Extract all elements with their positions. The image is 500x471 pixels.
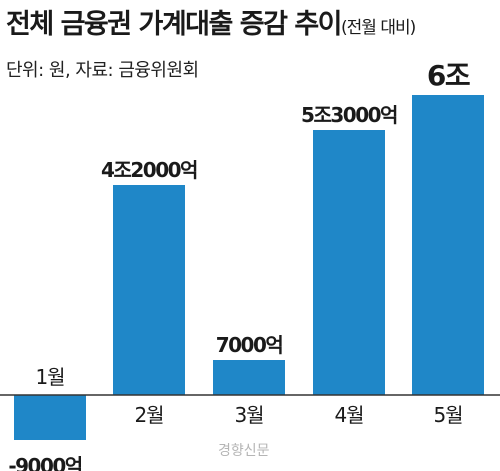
category-label: 1월 (35, 365, 64, 389)
category-label: 4월 (334, 403, 363, 427)
value-label: 5조3000억 (301, 103, 397, 127)
category-label: 2월 (134, 403, 163, 427)
category-label: 5월 (433, 403, 462, 427)
bar-5월 (412, 95, 484, 395)
publisher-watermark: 경향신문 (218, 443, 270, 459)
value-label: -9000억 (8, 454, 81, 471)
bar-3월 (213, 360, 285, 395)
value-label: 7000억 (216, 333, 283, 357)
value-label: 4조2000억 (101, 158, 197, 182)
value-label: 6조 (427, 59, 470, 92)
chart-title-block: 전체 금융권 가계대출 증감 추이(전월 대비) (6, 2, 416, 41)
chart-subtitle: (전월 대비) (341, 18, 416, 38)
bar-1월 (14, 395, 86, 440)
bar-2월 (113, 185, 185, 395)
source-note: 단위: 원, 자료: 금융위원회 (6, 60, 199, 81)
bar-4월 (313, 130, 385, 395)
category-label: 3월 (234, 403, 263, 427)
chart-title: 전체 금융권 가계대출 증감 추이 (6, 9, 343, 40)
